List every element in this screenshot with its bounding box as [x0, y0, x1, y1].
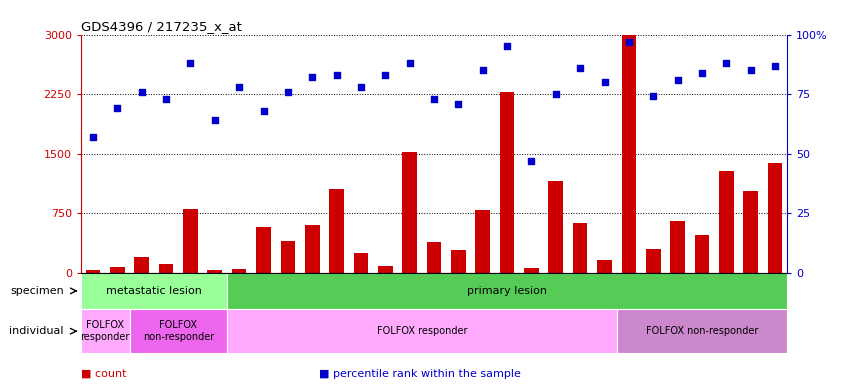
- Point: [86, 134, 100, 140]
- Bar: [694, 235, 709, 273]
- Bar: [617, 309, 787, 353]
- Point: [135, 89, 149, 95]
- Point: [549, 91, 563, 97]
- Bar: [227, 273, 787, 309]
- Point: [379, 72, 392, 78]
- Text: GDS4396 / 217235_x_at: GDS4396 / 217235_x_at: [81, 20, 242, 33]
- Point: [184, 60, 197, 66]
- Bar: [646, 249, 660, 273]
- Bar: [81, 309, 129, 353]
- Text: ■ count: ■ count: [81, 369, 126, 379]
- Point: [159, 96, 173, 102]
- Point: [597, 79, 611, 85]
- Text: metastatic lesion: metastatic lesion: [106, 286, 202, 296]
- Bar: [110, 267, 125, 273]
- Bar: [743, 191, 758, 273]
- Bar: [451, 250, 465, 273]
- Point: [524, 158, 538, 164]
- Point: [306, 74, 319, 81]
- Point: [330, 72, 344, 78]
- Point: [500, 43, 514, 50]
- Bar: [621, 35, 637, 273]
- Text: individual: individual: [9, 326, 64, 336]
- Point: [719, 60, 733, 66]
- Bar: [354, 253, 368, 273]
- Bar: [476, 210, 490, 273]
- Point: [354, 84, 368, 90]
- Bar: [719, 171, 734, 273]
- Point: [695, 70, 709, 76]
- Text: FOLFOX responder: FOLFOX responder: [377, 326, 467, 336]
- Bar: [227, 309, 617, 353]
- Point: [452, 101, 465, 107]
- Text: FOLFOX
responder: FOLFOX responder: [81, 320, 130, 342]
- Bar: [768, 163, 782, 273]
- Bar: [159, 264, 174, 273]
- Bar: [231, 269, 247, 273]
- Bar: [208, 270, 222, 273]
- Bar: [671, 221, 685, 273]
- Bar: [281, 241, 295, 273]
- Bar: [134, 257, 149, 273]
- Bar: [129, 309, 227, 353]
- Point: [476, 67, 489, 73]
- Point: [574, 65, 587, 71]
- Bar: [378, 266, 392, 273]
- Bar: [573, 223, 587, 273]
- Point: [647, 93, 660, 99]
- Bar: [183, 209, 197, 273]
- Text: FOLFOX
non-responder: FOLFOX non-responder: [143, 320, 214, 342]
- Point: [281, 89, 294, 95]
- Bar: [305, 225, 319, 273]
- Point: [671, 77, 684, 83]
- Bar: [597, 260, 612, 273]
- Text: ■ percentile rank within the sample: ■ percentile rank within the sample: [319, 369, 521, 379]
- Bar: [256, 227, 271, 273]
- Bar: [329, 189, 344, 273]
- Point: [111, 105, 124, 111]
- Bar: [524, 268, 539, 273]
- Point: [768, 63, 782, 69]
- Point: [427, 96, 441, 102]
- Text: FOLFOX non-responder: FOLFOX non-responder: [646, 326, 758, 336]
- Bar: [81, 273, 227, 309]
- Bar: [500, 92, 514, 273]
- Point: [622, 39, 636, 45]
- Point: [744, 67, 757, 73]
- Point: [257, 108, 271, 114]
- Bar: [86, 270, 100, 273]
- Text: primary lesion: primary lesion: [467, 286, 547, 296]
- Bar: [403, 152, 417, 273]
- Bar: [426, 242, 442, 273]
- Point: [403, 60, 416, 66]
- Text: specimen: specimen: [10, 286, 64, 296]
- Point: [208, 117, 221, 123]
- Point: [232, 84, 246, 90]
- Bar: [549, 181, 563, 273]
